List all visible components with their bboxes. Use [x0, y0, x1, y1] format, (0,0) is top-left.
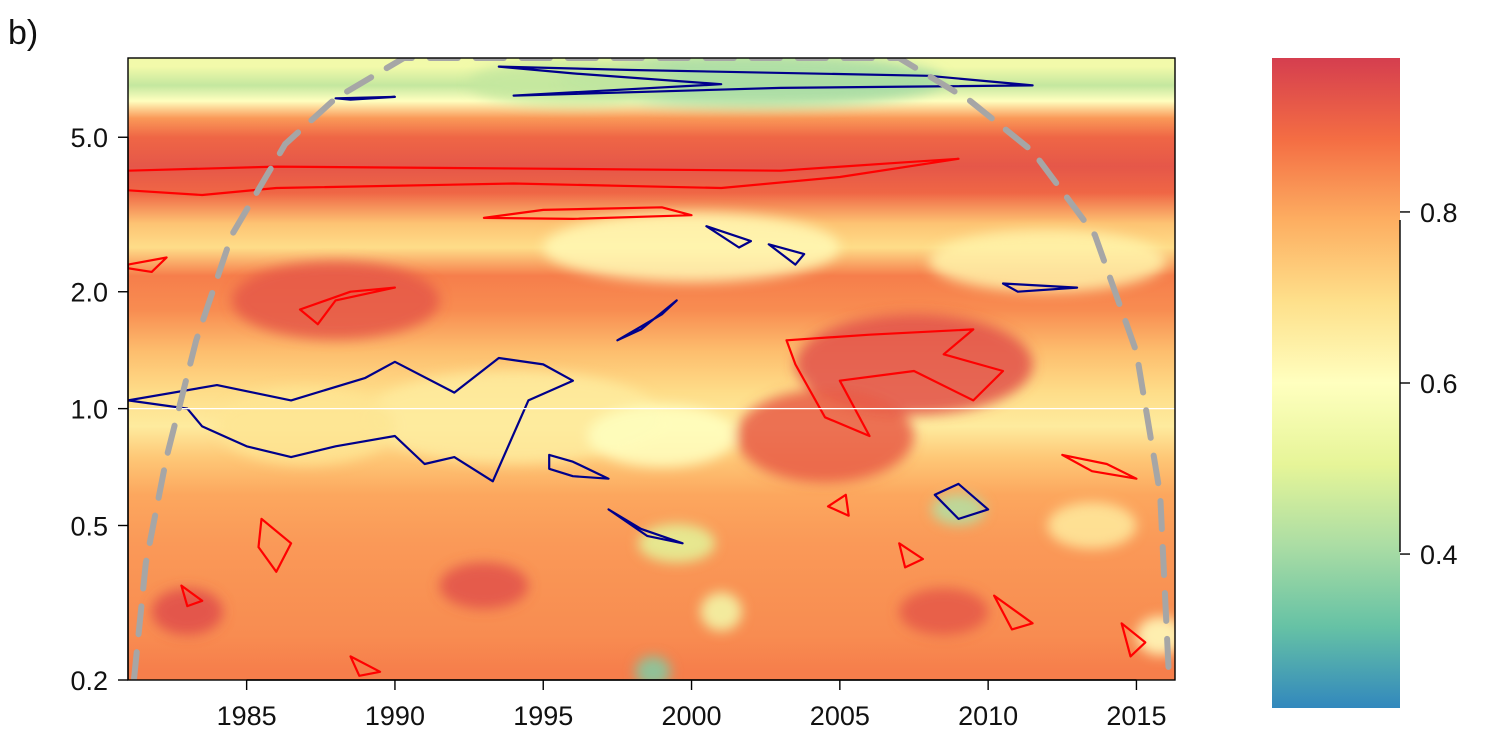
high-coherence-contour [128, 256, 168, 273]
y-tick-label: 5.0 [70, 123, 108, 153]
high-coherence-contours [128, 157, 1147, 677]
x-tick-label: 1995 [513, 701, 573, 731]
coherence-patch [899, 588, 989, 635]
y-tick-label: 2.0 [70, 278, 108, 308]
high-coherence-contour [180, 584, 204, 608]
colorbar-tick-label: 0.8 [1420, 198, 1458, 228]
low-coherence-contour [1001, 282, 1079, 293]
y-tick-label: 0.2 [70, 666, 108, 696]
coherence-patch [151, 588, 223, 635]
coherence-patch [216, 387, 395, 466]
coherence-patch [700, 592, 742, 632]
high-coherence-contour [993, 594, 1034, 631]
high-coherence-contour [1120, 622, 1147, 658]
coherence-patch [439, 562, 529, 609]
high-coherence-contour [826, 493, 850, 517]
low-coherence-contour [616, 299, 678, 342]
coherence-patch [365, 370, 662, 464]
low-coherence-contour [128, 356, 574, 483]
high-coherence-contour [257, 517, 293, 573]
panel-label: b) [8, 14, 38, 52]
x-tick-label: 2000 [662, 701, 722, 731]
high-coherence-contour [898, 542, 924, 569]
coherence-patch [1047, 502, 1137, 549]
x-tick-label: 2015 [1106, 701, 1166, 731]
x-tick-label: 2010 [958, 701, 1018, 731]
high-coherence-contour [482, 206, 693, 220]
coherence-patch [736, 389, 914, 483]
coherence-patch [638, 523, 716, 563]
coherence-patch [928, 229, 1167, 293]
x-tick-label: 1985 [217, 701, 277, 731]
low-coherence-contour [705, 225, 752, 249]
coherence-patch [1136, 616, 1175, 656]
plot-area [128, 58, 1175, 680]
high-coherence-contour [298, 286, 396, 326]
y-tick-label: 0.5 [70, 511, 108, 541]
x-tick-label: 2005 [810, 701, 870, 731]
x-axis: 1985 1990 1995 2000 2005 2010 2015 [217, 679, 1166, 731]
coherence-patch [587, 404, 737, 468]
coherence-patch [543, 212, 840, 283]
coherence-patch [931, 493, 986, 525]
colorbar-ticks: 0.4 0.6 0.8 [1400, 198, 1458, 570]
colorbar: 0.4 0.6 0.8 [1272, 58, 1458, 708]
low-coherence-contour [334, 95, 396, 101]
high-coherence-contour [1061, 453, 1138, 480]
coherence-blobs [151, 58, 1175, 680]
low-coherence-contour [497, 65, 1034, 97]
colorbar-tick-label: 0.4 [1420, 540, 1458, 570]
colorbar-tick-label: 0.6 [1420, 369, 1458, 399]
low-coherence-contour [767, 243, 806, 266]
low-coherence-contour [933, 482, 990, 520]
y-tick-label: 1.0 [70, 395, 108, 425]
low-coherence-contour [548, 453, 610, 480]
low-coherence-contours [128, 65, 1079, 545]
y-axis: 0.2 0.5 1.0 2.0 5.0 [70, 123, 129, 696]
high-coherence-contour [349, 655, 382, 677]
coherence-patch [635, 656, 671, 680]
colorbar-gradient [1272, 58, 1400, 708]
low-coherence-contour [607, 508, 684, 545]
coherence-patch [795, 313, 1033, 415]
x-tick-label: 1990 [365, 701, 425, 731]
high-coherence-contour [128, 157, 960, 197]
